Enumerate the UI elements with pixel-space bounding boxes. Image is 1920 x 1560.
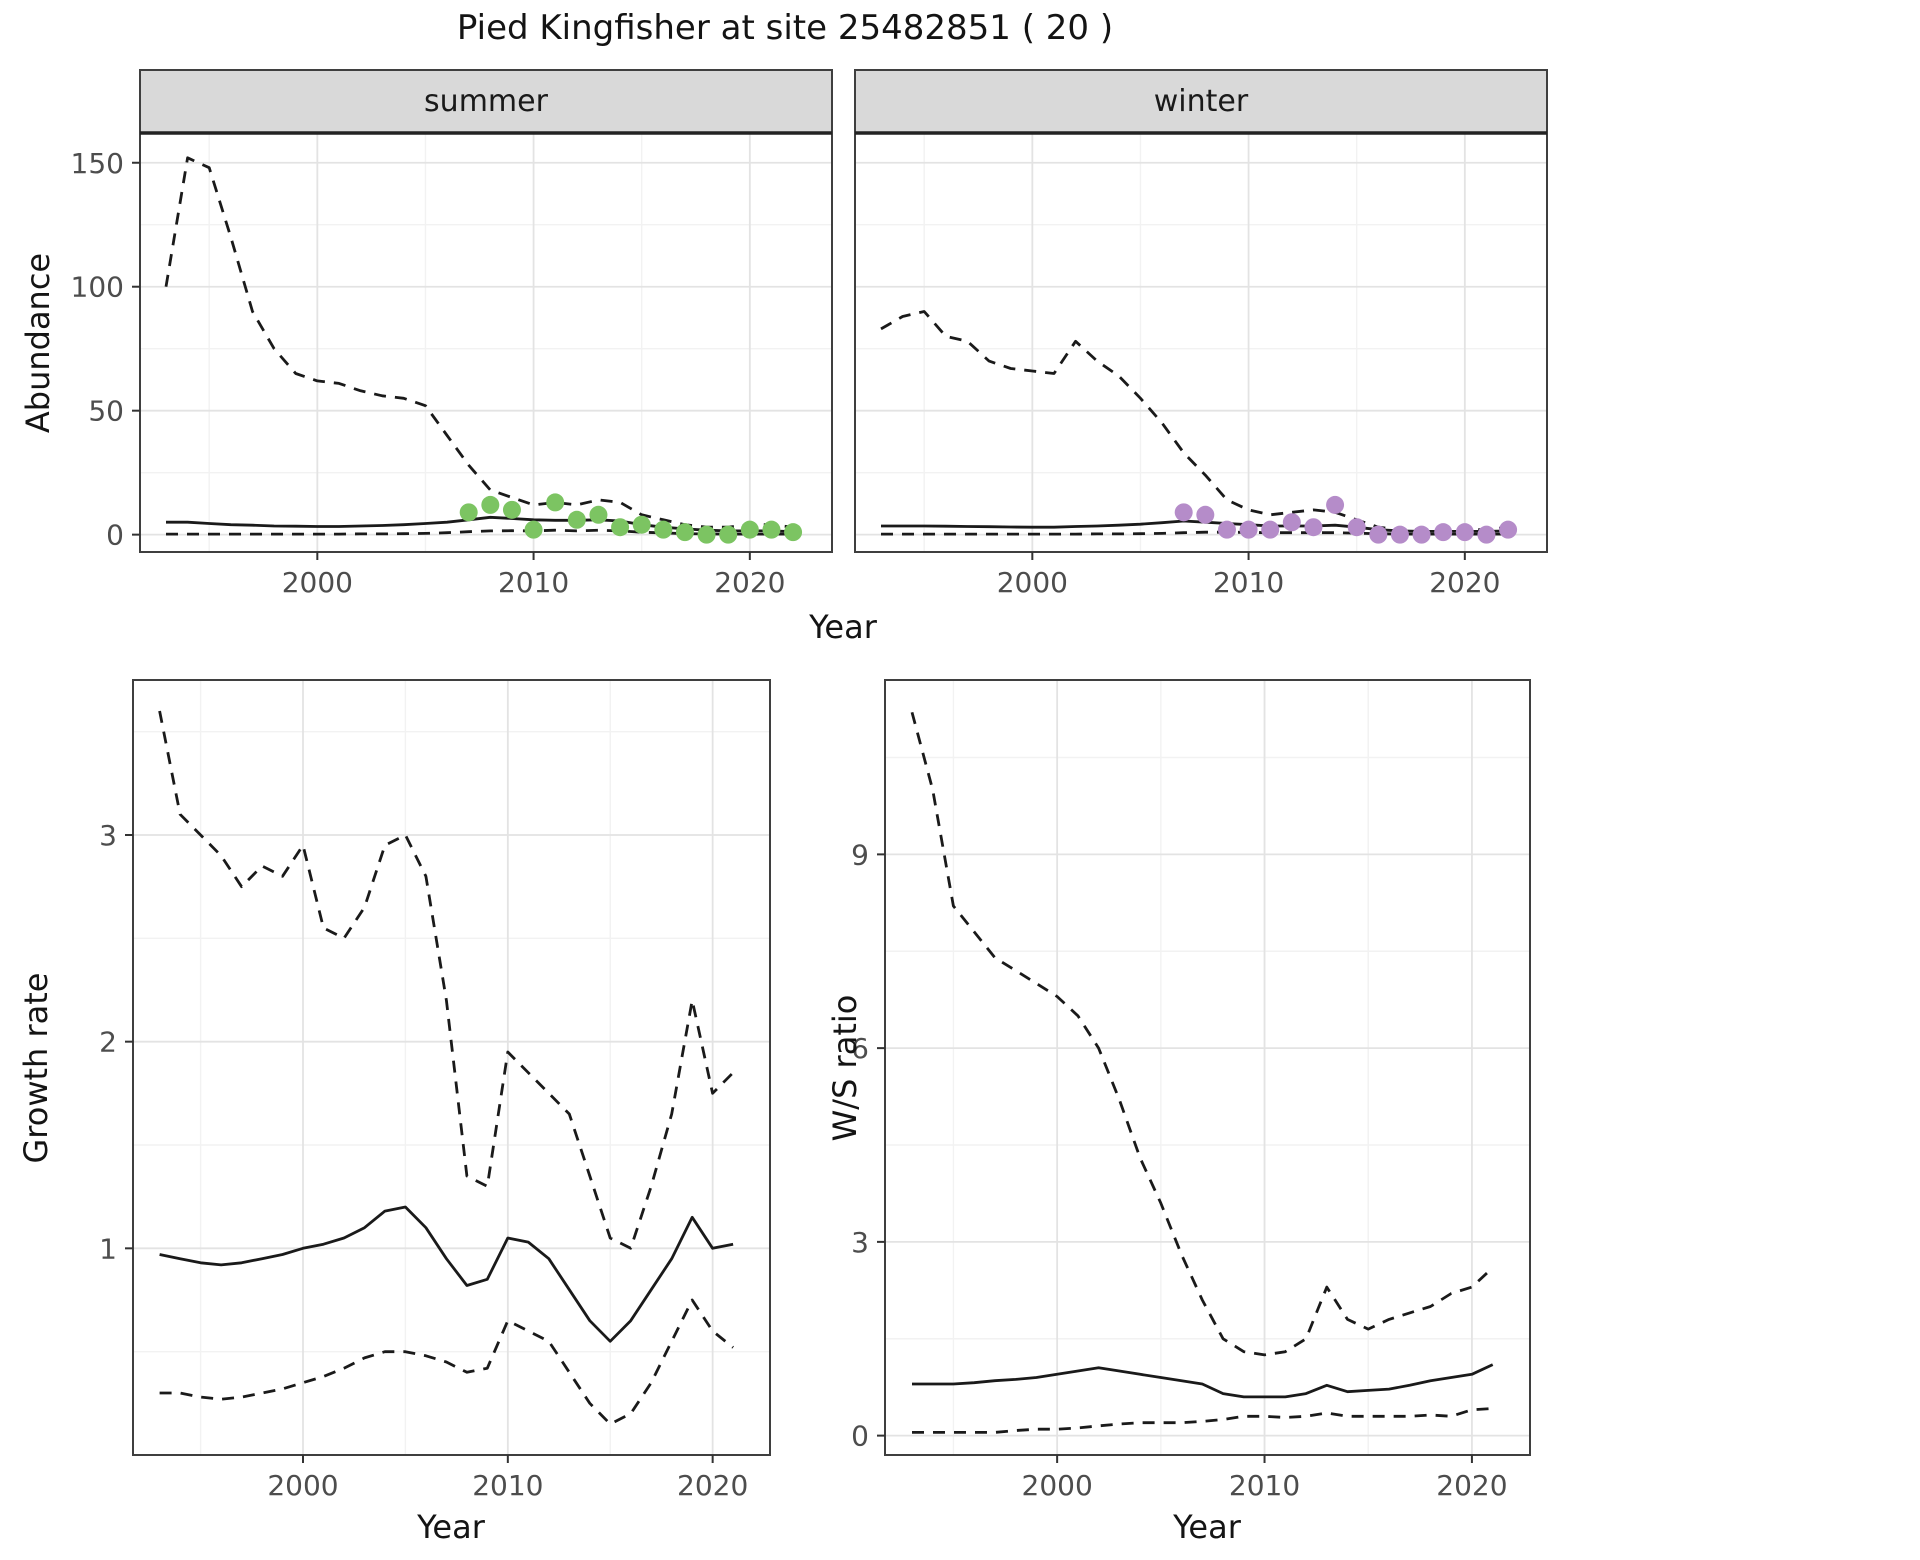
chart-title: Pied Kingfisher at site 25482851 ( 20 ) xyxy=(456,8,1114,48)
data-point-abundance_winter xyxy=(1434,523,1453,542)
y-tick-label: 0 xyxy=(851,1420,869,1453)
data-point-abundance_winter xyxy=(1196,505,1215,524)
data-point-abundance_winter xyxy=(1239,520,1258,539)
data-point-abundance_summer xyxy=(502,500,521,519)
panel-abundance_winter: 2000 2010 2020 xyxy=(854,69,1548,599)
panel-ws_ratio: 2000 2010 2020 0 3 6 9 xyxy=(851,679,1531,1502)
data-point-abundance_winter xyxy=(1477,525,1496,544)
data-point-abundance_summer xyxy=(719,525,738,544)
y-axis-label-growth-rate: Growth rate xyxy=(17,972,55,1164)
y-tick-label: 3 xyxy=(99,819,117,852)
data-point-abundance_summer xyxy=(675,523,694,542)
facet-label-winter: winter xyxy=(1153,84,1249,119)
panel-growth_rate: 2000 2010 2020 1 2 3 xyxy=(99,679,771,1502)
y-axis-label-ws-ratio: W/S ratio xyxy=(826,994,864,1142)
data-point-abundance_summer xyxy=(567,510,586,529)
x-tick-label: 2010 xyxy=(472,1469,543,1502)
data-point-abundance_summer xyxy=(481,495,500,514)
panel-background xyxy=(133,680,770,1455)
x-tick-label: 2010 xyxy=(1213,566,1284,599)
x-tick-label: 2000 xyxy=(267,1469,338,1502)
y-tick-label: 50 xyxy=(88,395,124,428)
series-lower_ci-growth_rate xyxy=(159,1298,734,1426)
y-tick-label: 3 xyxy=(851,1226,869,1259)
panel-background xyxy=(855,133,1547,552)
data-point-abundance_summer xyxy=(654,520,673,539)
y-tick-label: 6 xyxy=(851,1032,869,1065)
data-point-abundance_summer xyxy=(459,503,478,522)
data-point-abundance_winter xyxy=(1304,518,1323,537)
y-tick-label: 0 xyxy=(106,519,124,552)
panel-border xyxy=(884,679,1531,1456)
x-tick-label: 2020 xyxy=(677,1469,748,1502)
data-point-abundance_winter xyxy=(1369,525,1388,544)
y-tick-label: 1 xyxy=(99,1232,117,1265)
x-axis-label-ws-ratio: Year xyxy=(1173,1508,1241,1546)
y-tick-label: 150 xyxy=(71,147,124,180)
data-point-abundance_summer xyxy=(740,520,759,539)
data-point-abundance_summer xyxy=(546,493,565,512)
facet-strip xyxy=(854,69,1548,134)
x-axis-label-top: Year xyxy=(809,608,877,646)
y-axis-label-abundance: Abundance xyxy=(19,252,57,434)
x-tick-label: 2000 xyxy=(282,566,353,599)
data-point-abundance_summer xyxy=(524,520,543,539)
x-tick-label: 2000 xyxy=(1022,1469,1093,1502)
series-upper_ci-ws_ratio xyxy=(910,711,1494,1357)
y-tick-label: 100 xyxy=(71,271,124,304)
series-lower_ci-ws_ratio xyxy=(912,1407,1493,1434)
data-point-abundance_winter xyxy=(1217,520,1236,539)
data-point-abundance_winter xyxy=(1455,523,1474,542)
x-tick-label: 2010 xyxy=(1229,1469,1300,1502)
series-median-growth_rate xyxy=(159,1205,734,1343)
panel-abundance_summer: 2000 2010 2020 0 50 100 150 xyxy=(71,69,833,599)
data-point-abundance_summer xyxy=(632,515,651,534)
data-point-abundance_summer xyxy=(589,505,608,524)
panel-border xyxy=(132,679,771,1456)
data-point-abundance_winter xyxy=(1390,525,1409,544)
panel-background xyxy=(140,133,832,552)
x-tick-label: 2010 xyxy=(498,566,569,599)
data-point-abundance_winter xyxy=(1347,518,1366,537)
y-tick-label: 2 xyxy=(99,1026,117,1059)
data-point-abundance_winter xyxy=(1499,520,1518,539)
series-median-ws_ratio xyxy=(912,1363,1494,1399)
data-point-abundance_summer xyxy=(611,518,630,537)
data-point-abundance_summer xyxy=(762,520,781,539)
facet-label-summer: summer xyxy=(424,84,548,119)
panel-background xyxy=(885,680,1530,1455)
y-tick-label: 9 xyxy=(851,838,869,871)
data-point-abundance_winter xyxy=(1326,495,1345,514)
x-tick-label: 2020 xyxy=(1436,1469,1507,1502)
x-tick-label: 2020 xyxy=(714,566,785,599)
series-upper_ci-growth_rate xyxy=(158,710,735,1250)
x-axis-label-growth-rate: Year xyxy=(417,1508,485,1546)
data-point-abundance_winter xyxy=(1412,525,1431,544)
x-tick-label: 2020 xyxy=(1429,566,1500,599)
data-point-abundance_summer xyxy=(697,525,716,544)
data-point-abundance_winter xyxy=(1174,503,1193,522)
data-point-abundance_summer xyxy=(784,523,803,542)
data-point-abundance_winter xyxy=(1282,513,1301,532)
data-point-abundance_winter xyxy=(1261,520,1280,539)
x-tick-label: 2000 xyxy=(997,566,1068,599)
